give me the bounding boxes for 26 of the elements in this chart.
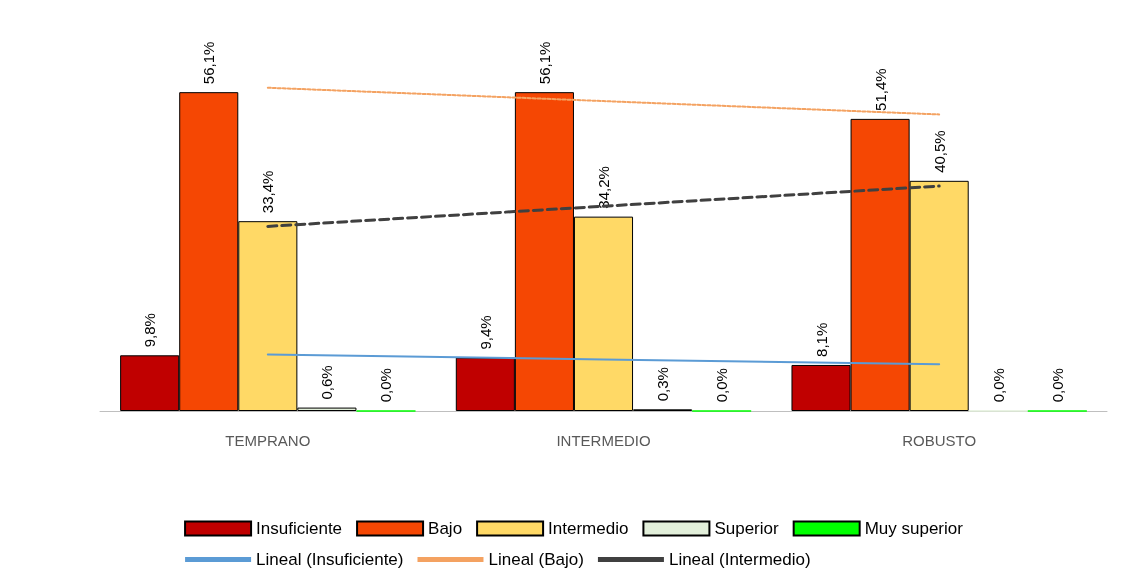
data-label: 8,1% — [812, 322, 830, 357]
x-tick-label: ROBUSTO — [902, 432, 977, 449]
data-label: 0,0% — [377, 368, 395, 403]
data-label: 51,4% — [871, 68, 889, 111]
data-label: 0,0% — [1048, 368, 1066, 403]
data-label: 40,5% — [930, 130, 948, 173]
data-label: 56,1% — [535, 41, 553, 85]
data-label: 9,8% — [141, 313, 159, 348]
data-label: 56,1% — [200, 41, 218, 85]
x-tick-label: TEMPRANO — [225, 432, 311, 449]
data-label: 33,4% — [259, 170, 277, 214]
data-label: 0,0% — [713, 368, 731, 403]
legend-label: Bajo — [428, 519, 463, 538]
legend-label: Lineal (Intermedio) — [668, 550, 811, 569]
legend-label: Insuficiente — [256, 519, 343, 538]
legend-label: Lineal (Bajo) — [488, 550, 584, 569]
x-tick-label: INTERMEDIO — [556, 432, 651, 449]
data-label: 0,6% — [318, 365, 336, 400]
data-label: 9,4% — [476, 315, 494, 350]
data-label: 0,3% — [654, 367, 672, 402]
legend-label: Lineal (Insuficiente) — [256, 550, 404, 569]
data-label: 0,0% — [989, 368, 1007, 403]
data-label: 34,2% — [595, 166, 612, 209]
legend-label: Muy superior — [864, 519, 964, 538]
legend-label: Intermedio — [548, 519, 629, 538]
legend-label: Superior — [714, 519, 780, 538]
